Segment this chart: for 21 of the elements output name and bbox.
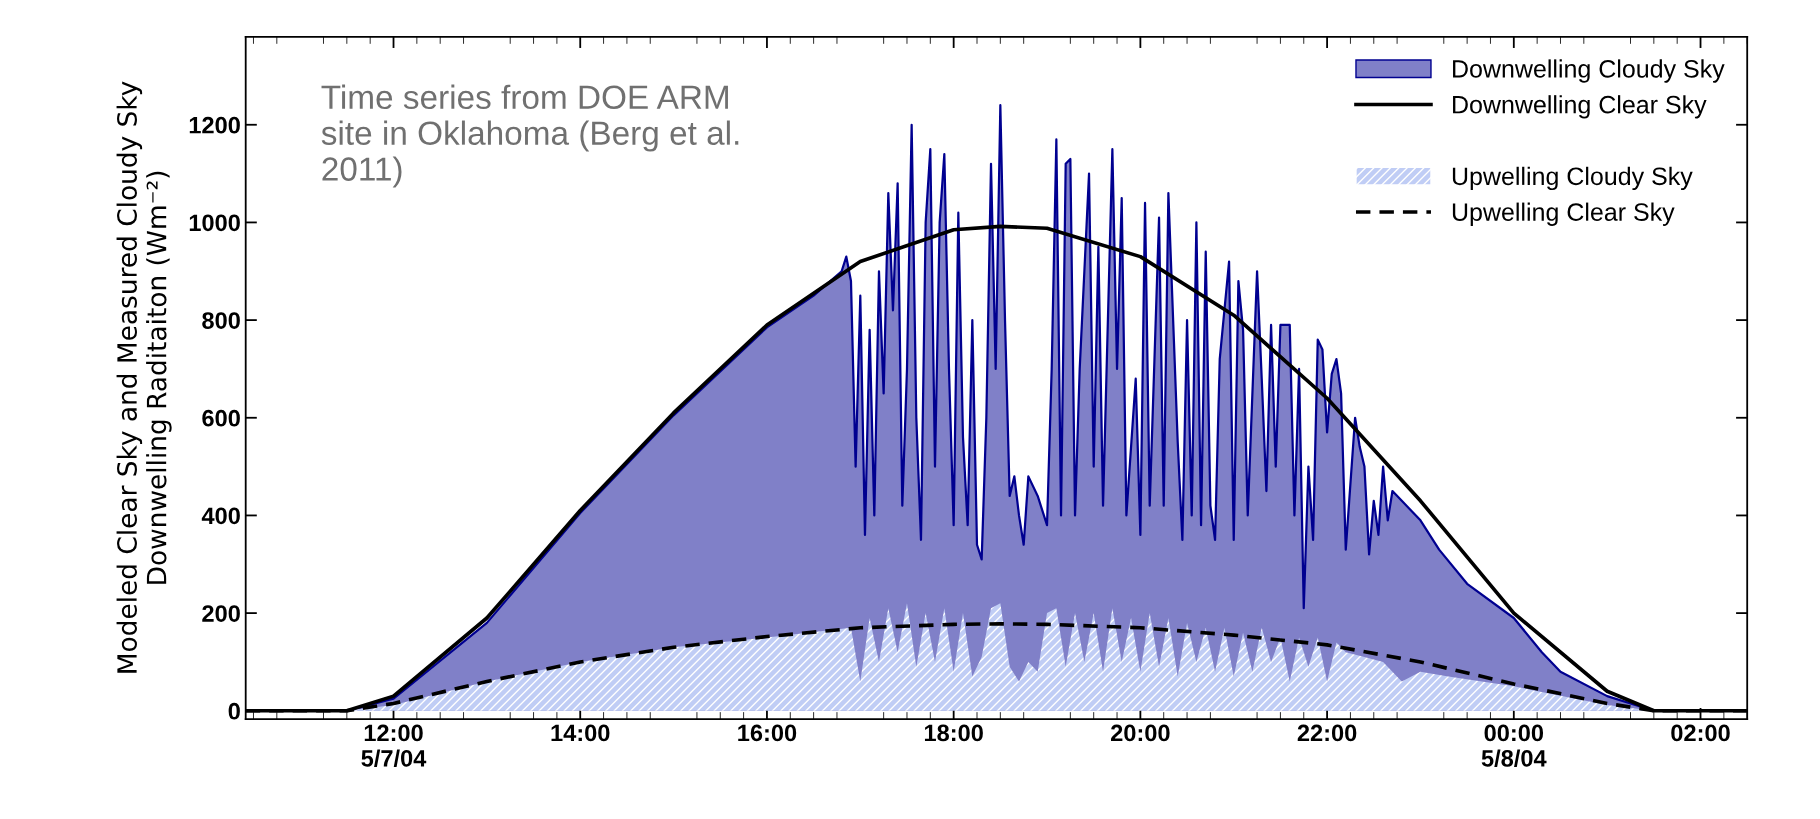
x-tick-label: 02:00 — [1671, 724, 1730, 742]
legend-label: Upwelling Clear Sky — [1452, 202, 1675, 226]
y-tick-label: 1200 — [189, 116, 240, 134]
y-tick-label: 1000 — [189, 214, 240, 232]
x-tick-label: 20:00 — [1111, 724, 1170, 742]
x-tick-label: 22:00 — [1297, 724, 1357, 742]
y-tick-label: 0 — [228, 702, 240, 720]
x-tick-label: 00:00 5/8/04 — [1481, 724, 1547, 767]
legend-label: Upwelling Cloudy Sky — [1452, 166, 1693, 191]
legend-label: Downwelling Clear Sky — [1453, 95, 1707, 119]
annotation: Time series from DOE ARM site in Oklahoma (Berg et al. 2011) — [321, 84, 739, 188]
x-tick-label: 16:00 — [738, 724, 797, 742]
x-tick-label: 18:00 — [924, 724, 983, 742]
x-tick-label: 14:00 — [551, 724, 610, 742]
y-tick-label: 200 — [202, 605, 240, 622]
y-tick-label: 800 — [202, 312, 240, 329]
y-tick-label: 600 — [202, 409, 240, 427]
y-axis-title: Modeled Clear Sky and Measured Cloudy Sky Downwelling Raditaiton (Wm⁻²) — [116, 81, 172, 673]
x-tick-label: 12:00 5/7/04 — [361, 724, 427, 767]
y-tick-label: 400 — [201, 507, 240, 525]
legend-label: Downwelling Cloudy Sky — [1453, 59, 1725, 83]
